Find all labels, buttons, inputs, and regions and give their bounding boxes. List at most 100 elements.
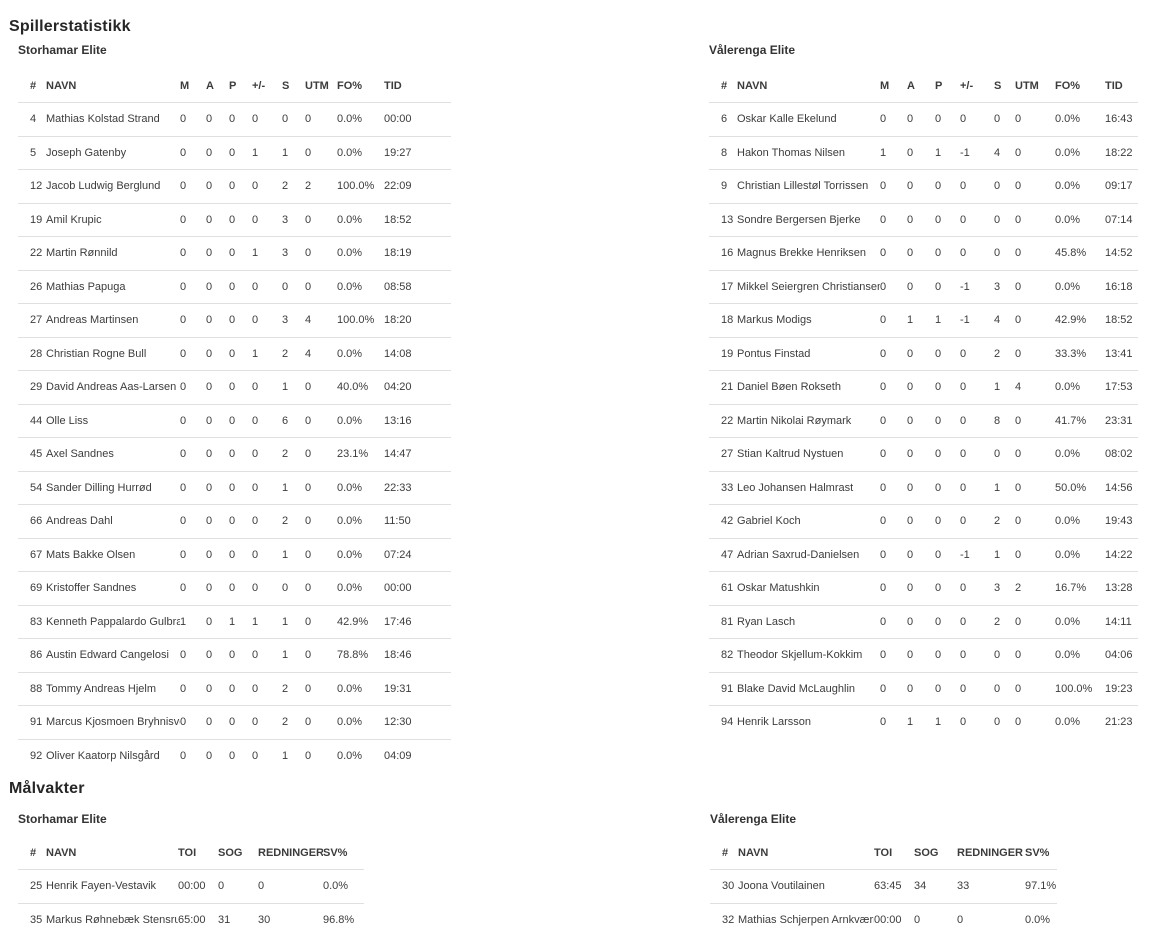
cell: 0.0% xyxy=(337,705,384,740)
cell: 13:41 xyxy=(1105,337,1138,371)
cell: 3 xyxy=(282,236,305,271)
cell: 18:22 xyxy=(1105,136,1138,170)
cell: 0 xyxy=(1015,437,1055,472)
cell: Leo Johansen Halmrast xyxy=(737,471,880,505)
cell: 0 xyxy=(935,471,960,505)
cell: 13:16 xyxy=(384,404,451,438)
cell: Christian Rogne Bull xyxy=(46,337,180,371)
cell: 0 xyxy=(305,102,337,137)
cell: 22:33 xyxy=(384,471,451,505)
cell: 0.0% xyxy=(1055,605,1105,639)
cell: 0 xyxy=(229,169,252,204)
column-header: NAVN xyxy=(46,826,178,870)
cell: 3 xyxy=(282,303,305,338)
player-row: 42 Gabriel Koch 0 0 0 0 2 0 0.0% 19:43 xyxy=(709,504,1138,539)
column-header: M xyxy=(180,57,206,103)
cell: 0 xyxy=(1015,471,1055,505)
cell: 0 xyxy=(229,337,252,371)
cell: 16:43 xyxy=(1105,102,1138,137)
cell: 14:56 xyxy=(1105,471,1138,505)
cell: 0 xyxy=(1015,169,1055,204)
cell: 0.0% xyxy=(337,471,384,505)
cell: 0 xyxy=(880,638,907,673)
goalie-row: 35 Markus Røhnebæk Stensrud 65:00 31 30 96.8% xyxy=(18,903,364,936)
cell: 0.0% xyxy=(1055,638,1105,673)
cell: 42.9% xyxy=(337,605,384,639)
player-row: 86 Austin Edward Cangelosi 0 0 0 0 1 0 78.8% 18:4… xyxy=(18,638,451,673)
cell: 0 xyxy=(907,136,935,170)
cell: 0 xyxy=(282,270,305,304)
cell: 0 xyxy=(960,605,994,639)
cell: 1 xyxy=(282,136,305,170)
column-header: REDNINGER xyxy=(957,826,1025,870)
cell: 04:09 xyxy=(384,749,412,762)
cell: 0.0% xyxy=(337,102,384,137)
cell: 0 xyxy=(880,716,887,729)
cell: 2 xyxy=(282,169,305,204)
cell: 0 xyxy=(907,169,935,204)
cell: 0 xyxy=(218,869,258,904)
cell: 3 xyxy=(994,571,1015,606)
cell: 0.0% xyxy=(337,337,384,371)
cell: 18:52 xyxy=(1105,303,1138,338)
cell: 3 xyxy=(282,203,305,237)
column-header: A xyxy=(206,57,229,103)
cell: 08:58 xyxy=(384,270,451,304)
cell: 2 xyxy=(282,672,305,706)
column-header: TOI xyxy=(874,826,914,870)
cell: 91 xyxy=(709,672,737,706)
column-header: FO% xyxy=(337,57,384,103)
cell: 0 xyxy=(206,504,229,539)
cell: 4 xyxy=(305,303,337,338)
cell: 0 xyxy=(229,236,252,271)
player-row: 47 Adrian Saxrud-Danielsen 0 0 0 -1 1 0 0.0% 14:2… xyxy=(709,538,1138,572)
cell: Andreas Dahl xyxy=(46,504,180,539)
header-row: # NAVN TOI SOG REDNINGER SV% xyxy=(18,826,364,870)
cell: 0 xyxy=(880,538,907,572)
cell: 1 xyxy=(935,303,960,338)
cell: 1 xyxy=(907,303,935,338)
cell: Ryan Lasch xyxy=(737,605,880,639)
cell: 34 xyxy=(914,869,957,904)
cell: 0 xyxy=(206,337,229,371)
cell: 0 xyxy=(914,913,921,926)
cell: Gabriel Koch xyxy=(737,504,880,539)
cell: 0 xyxy=(252,203,282,237)
player-table: # NAVN M A P +/- S UTM FO% TID 4 Mathias Kolstad St… xyxy=(18,57,451,772)
player-row: 33 Leo Johansen Halmrast 0 0 0 0 1 0 50.0% 14:56 xyxy=(709,471,1138,505)
goalie-row: 25 Henrik Fayen-Vestavik 00:00 0 0 0.0% xyxy=(18,869,364,904)
cell: 0 xyxy=(880,504,907,539)
goalie-table: # NAVN TOI SOG REDNINGER SV% 25 Henrik Fayen-Ve… xyxy=(18,826,364,936)
cell: 66 xyxy=(18,504,46,539)
cell: 0 xyxy=(960,236,994,271)
cell: 17:46 xyxy=(384,605,451,639)
player-row: 61 Oskar Matushkin 0 0 0 0 3 2 16.7% 13:28 xyxy=(709,571,1138,606)
cell: 0 xyxy=(206,605,229,639)
cell: 14:08 xyxy=(384,337,451,371)
player-row: 88 Tommy Andreas Hjelm 0 0 0 0 2 0 0.0% 19:31 xyxy=(18,672,451,706)
cell: 0 xyxy=(1015,672,1055,706)
cell: 23:31 xyxy=(1105,404,1138,438)
cell: 0.0% xyxy=(1055,504,1105,539)
column-header: NAVN xyxy=(737,57,880,103)
cell: Marcus Kjosmoen Bryhnisveen xyxy=(46,705,180,740)
cell: Mikkel Seiergren Christiansen xyxy=(737,270,880,304)
cell: 19:31 xyxy=(384,672,451,706)
cell: 0 xyxy=(206,571,229,606)
cell: 0.0% xyxy=(337,749,363,762)
cell: 0 xyxy=(252,638,282,673)
team-name-valerenga: Vålerenga Elite xyxy=(709,43,796,57)
cell: 1 xyxy=(252,136,282,170)
cell: 69 xyxy=(18,571,46,606)
cell: 0 xyxy=(180,136,206,170)
cell: Olle Liss xyxy=(46,404,180,438)
cell: 0 xyxy=(305,270,337,304)
cell: 2 xyxy=(994,504,1015,539)
cell: 0 xyxy=(880,203,907,237)
cell: 0.0% xyxy=(1055,437,1105,472)
cell: 5 xyxy=(18,136,46,170)
cell: 1 xyxy=(229,605,252,639)
cell: 63:45 xyxy=(874,869,914,904)
cell: 28 xyxy=(18,337,46,371)
cell: 0 xyxy=(180,705,206,740)
